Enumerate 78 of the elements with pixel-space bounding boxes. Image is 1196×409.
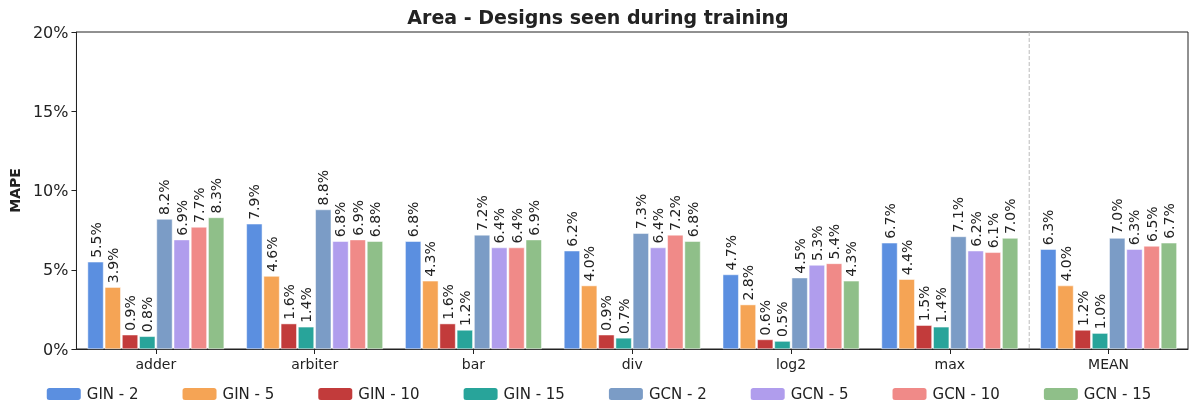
data-label: 5.3%	[808, 225, 825, 261]
y-tick-label: 20%	[32, 22, 69, 42]
data-label: 6.2%	[967, 211, 984, 247]
y-tick-label: 0%	[43, 339, 69, 359]
data-label: 0.8%	[139, 296, 156, 333]
data-label: 7.2%	[667, 195, 684, 231]
data-label: 6.4%	[491, 207, 508, 244]
data-label: 4.0%	[1057, 246, 1074, 282]
legend-label: GCN - 2	[648, 385, 707, 403]
data-label: 8.2%	[156, 179, 173, 216]
legend-label: GIN - 2	[86, 385, 139, 403]
data-label: 6.7%	[881, 203, 898, 239]
legend-label: GCN - 15	[1083, 385, 1152, 403]
data-label: 1.6%	[439, 284, 456, 320]
data-label: 1.5%	[915, 285, 932, 322]
data-label: 6.9%	[349, 200, 366, 236]
data-label: 4.6%	[263, 236, 280, 273]
data-label: 7.3%	[632, 193, 649, 230]
data-label: 1.4%	[933, 287, 950, 323]
data-label: 6.7%	[1160, 203, 1177, 239]
x-tick-label: adder	[135, 356, 177, 372]
data-label: 6.8%	[405, 201, 422, 238]
data-label: 7.9%	[246, 184, 263, 220]
data-label: 7.1%	[950, 196, 967, 233]
chart-title: Area - Designs seen during training	[407, 5, 789, 28]
legend-label: GIN - 10	[358, 385, 420, 403]
data-label: 6.3%	[1126, 209, 1143, 246]
data-label: 0.9%	[598, 295, 615, 331]
data-label: 4.4%	[898, 239, 915, 276]
legend-label: GIN - 15	[503, 385, 565, 403]
data-label: 6.9%	[525, 200, 542, 236]
data-label: 4.0%	[581, 246, 598, 282]
data-label: 0.6%	[757, 299, 774, 336]
data-label: 1.0%	[1091, 293, 1108, 330]
data-label: 7.0%	[1002, 198, 1019, 235]
x-tick-label: div	[621, 356, 643, 372]
x-tick-label: bar	[461, 356, 486, 372]
data-label: 8.3%	[208, 177, 225, 214]
data-label: 6.8%	[684, 201, 701, 238]
data-label: 5.5%	[87, 222, 104, 258]
y-tick-label: 10%	[32, 181, 69, 200]
data-label: 6.3%	[1040, 209, 1057, 246]
x-tick-label: max	[934, 356, 966, 372]
data-label: 2.8%	[739, 265, 756, 301]
data-label: 4.3%	[422, 241, 439, 277]
legend-label: GCN - 5	[790, 385, 849, 403]
y-tick-label: 5%	[43, 260, 69, 280]
data-label: 6.1%	[984, 212, 1001, 249]
data-label: 4.7%	[722, 234, 739, 271]
data-label: 1.6%	[280, 284, 297, 320]
legend-label: GCN - 10	[932, 385, 1000, 403]
data-label: 0.7%	[615, 298, 632, 334]
data-label: 1.2%	[1074, 290, 1091, 326]
data-label: 7.0%	[1109, 198, 1126, 235]
data-label: 5.4%	[826, 223, 843, 260]
data-label: 8.8%	[315, 169, 332, 206]
data-label: 4.3%	[843, 241, 860, 277]
legend-label: GIN - 5	[222, 385, 275, 403]
x-tick-label: log2	[775, 356, 807, 372]
data-label: 0.9%	[122, 295, 139, 331]
data-label: 6.4%	[508, 207, 525, 244]
data-label: 6.4%	[650, 207, 667, 244]
data-label: 6.8%	[366, 201, 383, 238]
data-label: 1.4%	[298, 287, 315, 323]
x-tick-label: MEAN	[1088, 356, 1130, 372]
data-label: 4.5%	[791, 238, 808, 274]
data-label: 0.5%	[774, 301, 791, 338]
data-label: 6.2%	[563, 211, 580, 247]
y-tick-label: 15%	[32, 101, 69, 121]
data-label: 6.5%	[1143, 206, 1160, 242]
data-label: 1.2%	[456, 290, 473, 326]
data-label: 3.9%	[104, 247, 121, 284]
data-label: 6.9%	[173, 200, 190, 236]
y-axis-title: MAPE	[7, 168, 23, 213]
data-label: 7.7%	[190, 187, 207, 223]
data-label: 6.8%	[332, 201, 349, 238]
x-tick-label: arbiter	[291, 356, 339, 372]
data-label: 7.2%	[474, 195, 491, 231]
